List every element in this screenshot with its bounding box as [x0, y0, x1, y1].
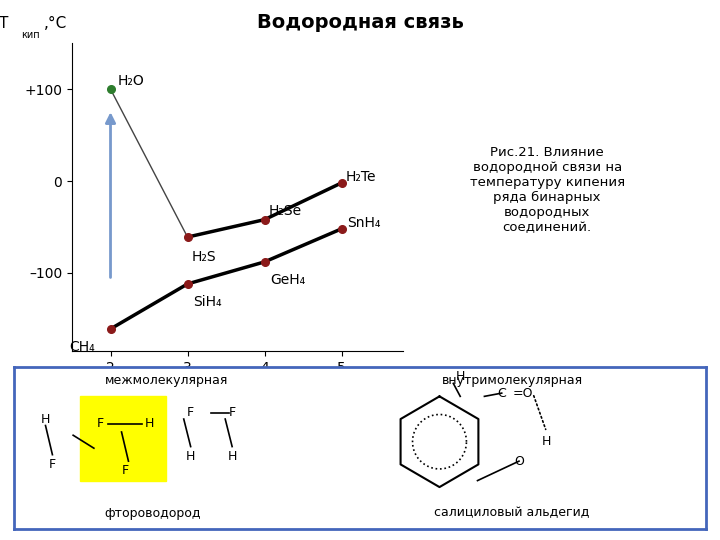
Text: H: H — [542, 435, 552, 448]
Text: H: H — [145, 417, 154, 430]
Text: F: F — [49, 458, 56, 471]
Text: Т: Т — [0, 16, 9, 31]
Text: F: F — [97, 417, 104, 430]
Text: фтороводород: фтороводород — [104, 507, 201, 519]
Text: SiH₄: SiH₄ — [193, 295, 222, 309]
Text: =O: =O — [512, 387, 533, 400]
Text: H: H — [228, 450, 237, 463]
Text: CH₄: CH₄ — [69, 340, 94, 354]
Text: ,°С: ,°С — [44, 16, 67, 31]
Text: H₂S: H₂S — [192, 249, 216, 264]
Text: межмолекулярная: межмолекулярная — [105, 374, 228, 387]
Text: H: H — [186, 450, 195, 463]
Text: H₂Se: H₂Se — [269, 204, 302, 218]
Text: кип: кип — [21, 30, 40, 40]
Text: C: C — [498, 387, 506, 400]
FancyBboxPatch shape — [80, 395, 166, 482]
Text: GeH₄: GeH₄ — [270, 273, 305, 287]
Text: H: H — [41, 413, 50, 426]
Text: внутримолекулярная: внутримолекулярная — [441, 374, 582, 387]
Text: SnH₄: SnH₄ — [347, 216, 381, 230]
Text: F: F — [187, 406, 194, 419]
Text: салициловый альдегид: салициловый альдегид — [434, 507, 590, 519]
Text: H: H — [456, 370, 465, 383]
Text: F: F — [122, 464, 129, 477]
Text: H₂Te: H₂Te — [346, 170, 377, 184]
Text: F: F — [228, 406, 235, 419]
Text: Водородная связь: Водородная связь — [256, 14, 464, 32]
Text: Рис.21. Влияние
водородной связи на
температуру кипения
ряда бинарных
водородных: Рис.21. Влияние водородной связи на темп… — [469, 146, 625, 234]
Text: O: O — [514, 455, 524, 468]
Text: Период: Период — [413, 369, 468, 383]
Text: H₂O: H₂O — [117, 74, 144, 88]
